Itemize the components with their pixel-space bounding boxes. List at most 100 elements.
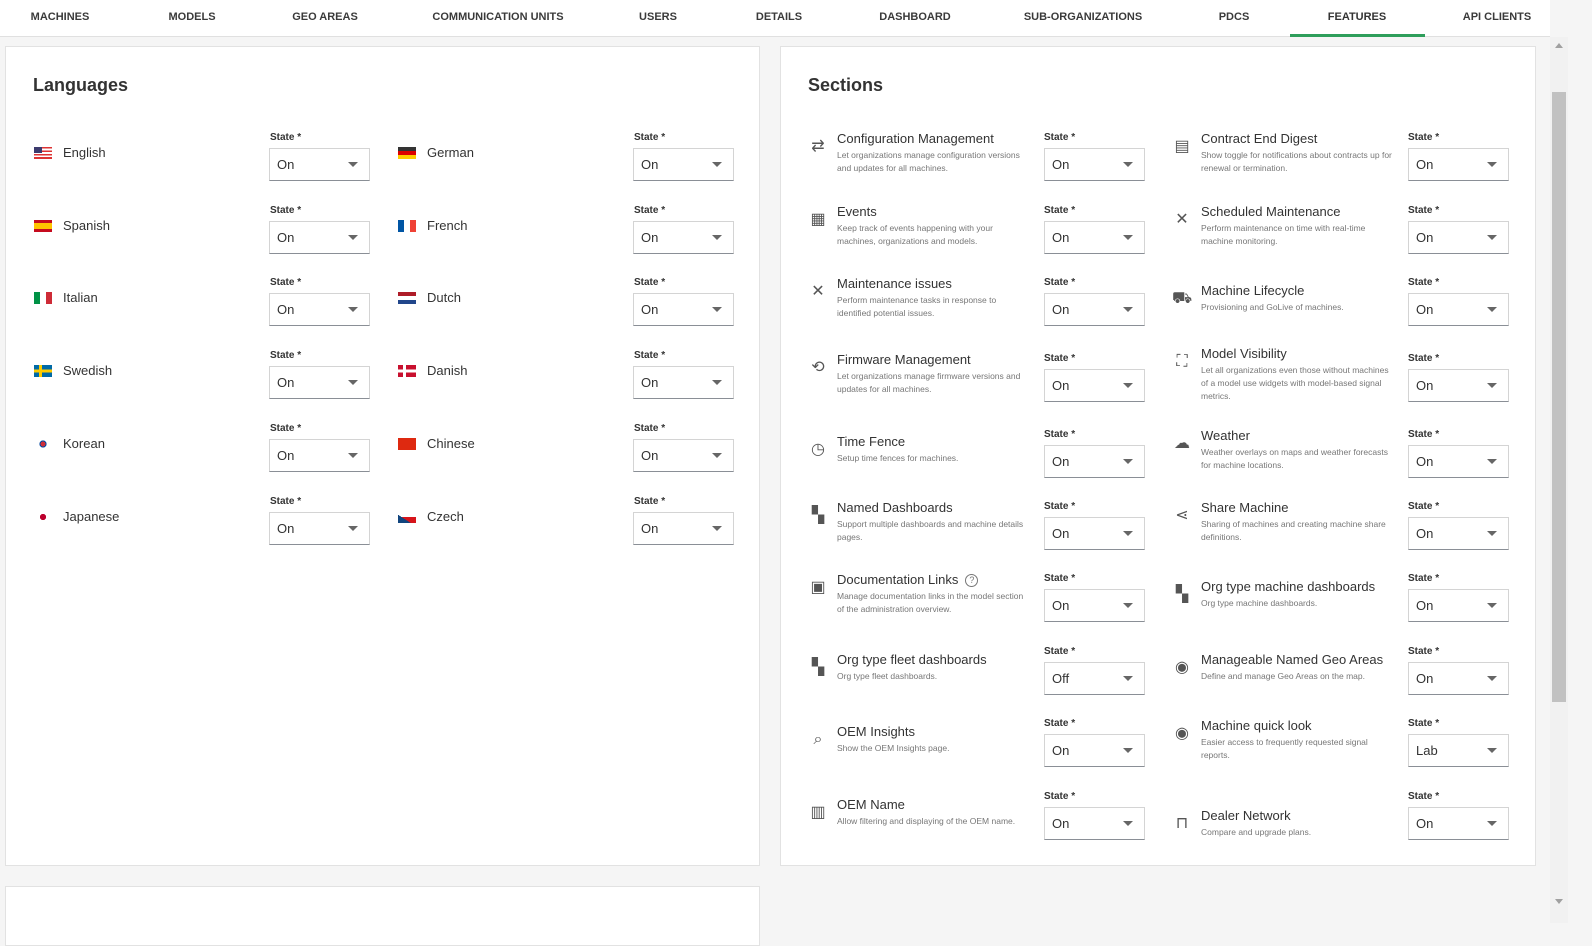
chevron-down-icon xyxy=(348,162,358,167)
section-title: Events xyxy=(837,204,877,219)
section-state-select[interactable]: On xyxy=(1044,221,1145,254)
state-label: State * xyxy=(270,422,302,434)
tab-pdcs[interactable]: PDCS xyxy=(1218,11,1250,23)
section-description: Let all organizations even those without… xyxy=(1201,365,1389,401)
section-state-select[interactable]: On xyxy=(1044,369,1145,402)
language-state-select[interactable]: On xyxy=(633,366,734,400)
state-label: State * xyxy=(634,132,666,143)
section-state-select[interactable]: On xyxy=(1408,445,1509,478)
section-state-select[interactable]: On xyxy=(1044,589,1145,622)
section-title-text: Model Visibility xyxy=(1201,346,1287,361)
tab-geo-areas[interactable]: GEO AREAS xyxy=(292,11,358,23)
language-state-select[interactable]: On xyxy=(269,148,370,181)
scroll-down-icon[interactable] xyxy=(1555,899,1563,904)
section-state-select[interactable]: On xyxy=(1408,807,1509,840)
language-name: French xyxy=(427,217,468,233)
state-label: State * xyxy=(1408,132,1440,143)
tab-users[interactable]: USERS xyxy=(639,11,677,23)
section-state-select[interactable]: On xyxy=(1044,807,1145,840)
section-title-text: Org type machine dashboards xyxy=(1201,579,1376,594)
tab-features[interactable]: FEATURES xyxy=(1327,11,1387,23)
select-value: On xyxy=(1052,598,1070,613)
language-state-select[interactable]: On xyxy=(269,366,370,400)
section-title: Time Fence xyxy=(837,434,905,449)
language-name: Japanese xyxy=(63,508,120,524)
select-value: On xyxy=(277,302,295,318)
section-description: Support multiple dashboards and machine … xyxy=(837,519,1024,542)
section-title-text: Documentation Links xyxy=(837,572,959,587)
language-name: Chinese xyxy=(427,435,475,451)
scrollbar[interactable] xyxy=(1550,37,1568,923)
active-tab-indicator xyxy=(1290,34,1425,37)
select-value: On xyxy=(1052,378,1070,393)
sections-card: Sections ⇄ Configuration Management Let or… xyxy=(780,46,1536,866)
section-state-select[interactable]: On xyxy=(1408,662,1509,695)
tab-models[interactable]: MODELS xyxy=(168,11,216,23)
select-value: Lab xyxy=(1416,743,1438,758)
chevron-down-icon xyxy=(1487,459,1497,464)
language-state-select[interactable]: On xyxy=(269,293,370,327)
section-title: Model Visibility xyxy=(1201,346,1287,361)
section-title-text: Machine quick look xyxy=(1201,718,1312,733)
section-description: Easier access to frequently requested si… xyxy=(1201,737,1368,760)
state-label: State * xyxy=(1408,573,1440,584)
section-title: Documentation Links? xyxy=(837,572,979,587)
section-state-select[interactable]: On xyxy=(1044,445,1145,478)
language-state-select[interactable]: On xyxy=(633,148,734,181)
scrollbar-thumb[interactable] xyxy=(1552,92,1566,702)
section-state-select[interactable]: On xyxy=(1408,148,1509,181)
section-state-select[interactable]: On xyxy=(1408,589,1509,622)
section-state-select[interactable]: On xyxy=(1044,293,1145,326)
chevron-down-icon xyxy=(1123,307,1133,312)
language-name: English xyxy=(63,145,106,160)
flag-kr-icon xyxy=(34,437,52,450)
chevron-down-icon xyxy=(1487,235,1497,240)
section-state-select[interactable]: On xyxy=(1044,148,1145,181)
tab-communication-units[interactable]: COMMUNICATION UNITS xyxy=(432,11,564,23)
flag-it-icon xyxy=(34,292,52,305)
section-state-select[interactable]: Lab xyxy=(1408,734,1509,767)
section-state-select[interactable]: Off xyxy=(1044,662,1145,695)
scroll-up-icon[interactable] xyxy=(1555,43,1563,48)
sections-title: Sections xyxy=(808,75,884,95)
section-title: Machine Lifecycle xyxy=(1201,283,1304,298)
state-label: State * xyxy=(1408,205,1440,216)
select-value: On xyxy=(641,375,659,391)
section-title-text: OEM Name xyxy=(837,797,905,812)
next-card xyxy=(5,886,760,946)
section-state-select[interactable]: On xyxy=(1044,517,1145,550)
state-label: State * xyxy=(1408,353,1440,364)
section-state-select[interactable]: On xyxy=(1408,293,1509,326)
language-state-select[interactable]: On xyxy=(269,220,370,254)
language-state-select[interactable]: On xyxy=(269,438,370,472)
flag-es-icon xyxy=(34,219,52,232)
section-title-text: Firmware Management xyxy=(837,352,971,367)
section-state-select[interactable]: On xyxy=(1408,517,1509,550)
state-label: State * xyxy=(270,350,302,362)
section-state-select[interactable]: On xyxy=(1408,221,1509,254)
section-title-text: Dealer Network xyxy=(1201,808,1291,823)
flag-canton xyxy=(34,147,42,153)
language-state-select[interactable]: On xyxy=(633,438,734,472)
language-state-select[interactable]: On xyxy=(633,293,734,327)
tab-machines[interactable]: MACHINES xyxy=(30,11,90,23)
tab-dashboard[interactable]: DASHBOARD xyxy=(879,11,951,23)
language-state-select[interactable]: On xyxy=(633,511,734,545)
language-state-select[interactable]: On xyxy=(269,511,370,545)
language-name: Danish xyxy=(427,363,468,379)
help-icon[interactable]: ? xyxy=(965,574,979,587)
state-label: State * xyxy=(1408,501,1440,512)
language-state-select[interactable]: On xyxy=(633,220,734,254)
tab-api-clients[interactable]: API CLIENTS xyxy=(1462,11,1532,23)
chevron-down-icon xyxy=(348,380,358,386)
tab-details[interactable]: DETAILS xyxy=(755,11,803,23)
section-state-select[interactable]: On xyxy=(1408,369,1509,402)
section-state-select[interactable]: On xyxy=(1044,734,1145,767)
tab-sub-organizations[interactable]: SUB-ORGANIZATIONS xyxy=(1023,11,1143,23)
chevron-down-icon xyxy=(348,234,358,240)
state-label: State * xyxy=(1408,429,1440,440)
tools-icon: ✕ xyxy=(811,283,825,300)
section-title: Org type fleet dashboards xyxy=(837,652,987,667)
state-label: State * xyxy=(634,495,666,507)
section-title-text: Contract End Digest xyxy=(1201,131,1318,146)
